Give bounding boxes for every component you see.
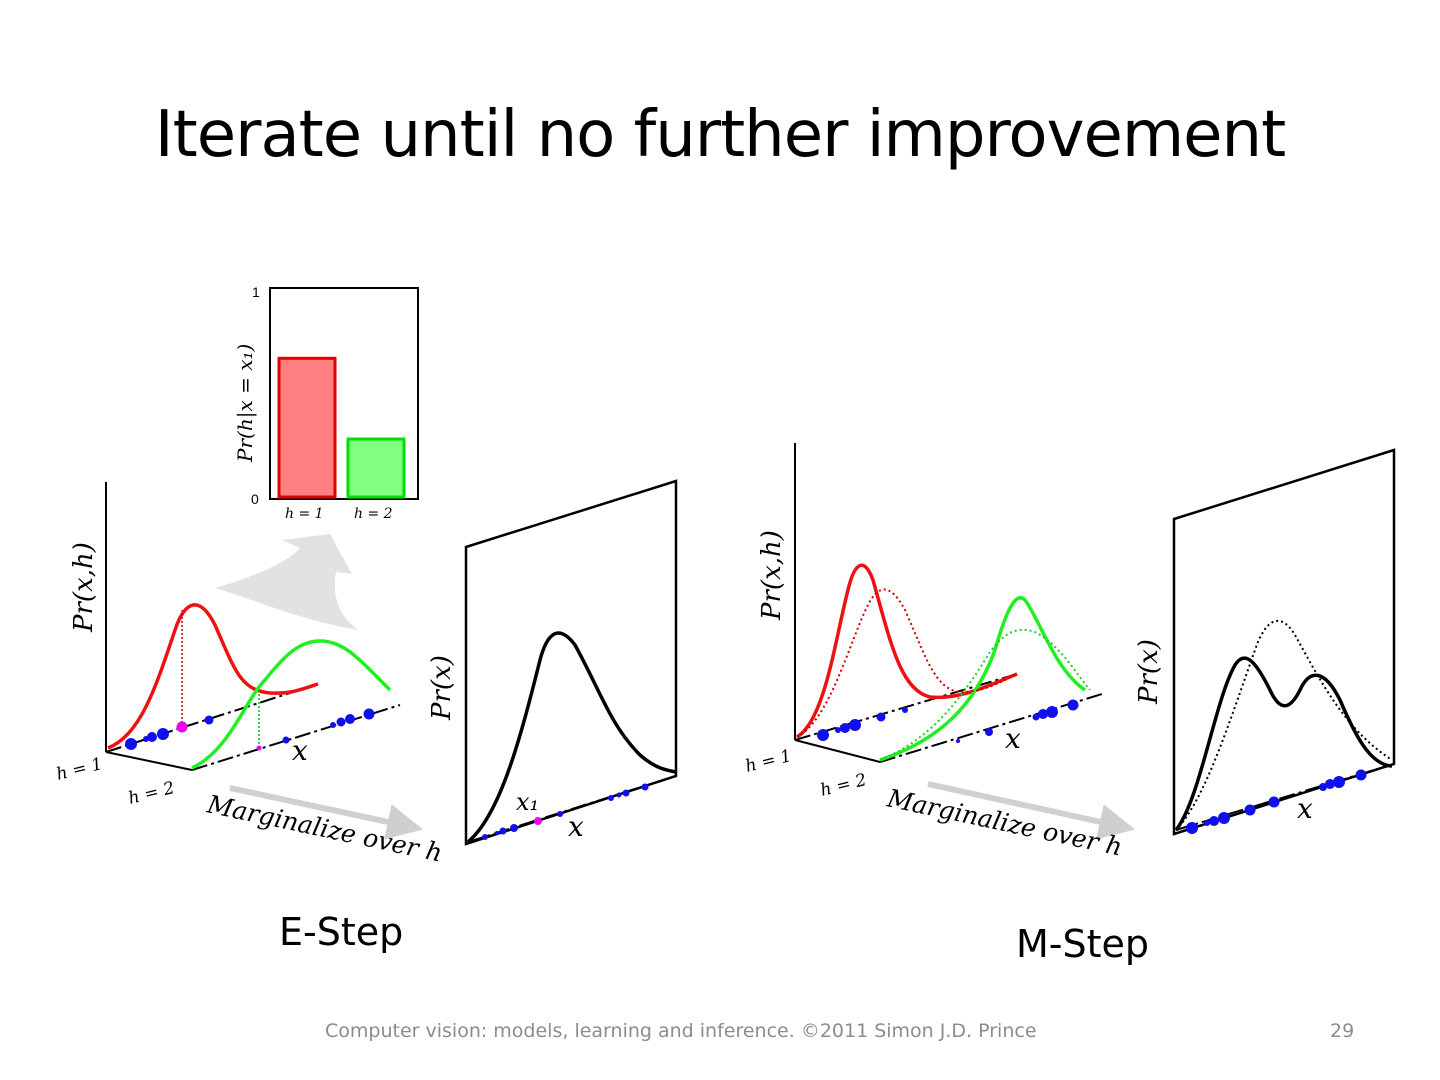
posterior-xtick-h1: h = 1 bbox=[285, 506, 324, 522]
estep-marginal-ylabel: Pr(x) bbox=[427, 655, 457, 721]
estep-marginal-curve bbox=[466, 631, 677, 844]
estep-h1-curve bbox=[107, 603, 319, 750]
mstep-h2-curve bbox=[879, 596, 1086, 762]
mstep-marginal-points bbox=[1186, 769, 1367, 834]
estep-h2-highlight-point bbox=[256, 745, 262, 751]
estep-h2-curve bbox=[191, 639, 392, 770]
estep-h1-highlight-point bbox=[176, 721, 188, 733]
mstep-marginalize-arrow bbox=[927, 781, 1136, 840]
mstep-h2-old-curve bbox=[879, 628, 1091, 761]
estep-h1-points bbox=[125, 715, 214, 750]
mstep-caption: M-Step bbox=[1016, 922, 1150, 966]
estep-marginal-points bbox=[482, 783, 649, 840]
mstep-depth-axis bbox=[794, 739, 881, 763]
estep-h2-points bbox=[282, 708, 375, 744]
slide-title: Iterate until no further improvement bbox=[154, 98, 1286, 172]
estep-marginal-xlabel: x bbox=[568, 810, 584, 843]
page-number: 29 bbox=[1330, 1020, 1355, 1042]
mstep-joint-plot: Pr(x,h) h = 1 h = 2 x bbox=[743, 443, 1103, 801]
estep-x1-label: x₁ bbox=[516, 788, 539, 816]
estep-posterior-chart: 1 0 Pr(h|x = x₁) h = 1 h = 2 bbox=[233, 284, 419, 522]
estep-marginal-plot: Pr(x) x₁ x bbox=[427, 479, 678, 846]
estep-h1-label: h = 1 bbox=[54, 754, 104, 785]
estep-caption: E-Step bbox=[279, 910, 404, 954]
estep-marginal-highlight-point bbox=[534, 817, 542, 825]
mstep-h2-label: h = 2 bbox=[818, 770, 868, 801]
mstep-marginal-old-curve bbox=[1175, 620, 1393, 831]
estep-curved-arrow bbox=[215, 534, 358, 630]
posterior-xtick-h2: h = 2 bbox=[354, 506, 393, 522]
posterior-bar-h1 bbox=[277, 356, 337, 499]
mstep-x-label: x bbox=[1005, 722, 1021, 755]
estep-h2-label: h = 2 bbox=[126, 778, 176, 809]
mstep-h1-curve bbox=[795, 563, 1018, 739]
mstep-h2-line bbox=[879, 693, 1103, 763]
mstep-h1-old-curve bbox=[796, 588, 1018, 738]
mstep-h1-points bbox=[817, 707, 908, 741]
posterior-ytick-min: 0 bbox=[251, 491, 259, 507]
estep-joint-ylabel: Pr(x,h) bbox=[69, 542, 99, 633]
estep-h2-line bbox=[191, 704, 401, 771]
estep-marginalize-arrow bbox=[229, 785, 424, 840]
posterior-ytick-max: 1 bbox=[252, 284, 260, 300]
posterior-ylabel: Pr(h|x = x₁) bbox=[233, 344, 258, 463]
mstep-h1-label: h = 1 bbox=[743, 746, 793, 777]
mstep-marginal-plot: Pr(x) x bbox=[1134, 448, 1396, 836]
estep-x-label: x bbox=[292, 734, 308, 767]
mstep-marginal-xlabel: x bbox=[1297, 792, 1313, 825]
footer-citation: Computer vision: models, learning and in… bbox=[325, 1020, 1037, 1042]
mstep-marginal-curve bbox=[1174, 656, 1393, 832]
estep-depth-axis bbox=[105, 751, 193, 771]
estep-joint-plot: Pr(x,h) h = 1 h = 2 x bbox=[54, 482, 401, 809]
posterior-bar-h2 bbox=[346, 437, 406, 499]
mstep-marginal-ylabel: Pr(x) bbox=[1134, 639, 1164, 705]
mstep-h2-points bbox=[956, 699, 1079, 743]
mstep-marginalize-label: Marginalize over h bbox=[884, 783, 1125, 861]
mstep-joint-ylabel: Pr(x,h) bbox=[757, 530, 787, 621]
